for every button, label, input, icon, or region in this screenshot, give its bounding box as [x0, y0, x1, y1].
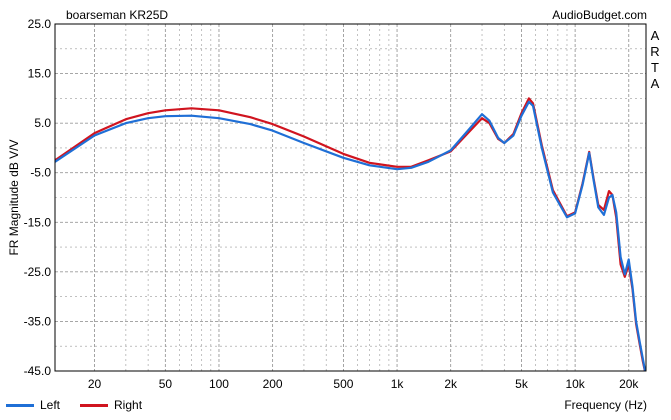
plot-frame — [54, 23, 647, 372]
y-tick-label: 15.0 — [28, 67, 52, 81]
legend: Left Right — [6, 398, 142, 412]
x-axis-label: Frequency (Hz) — [564, 398, 647, 412]
legend-swatch-left — [6, 403, 34, 407]
series-line-right — [55, 97, 646, 371]
y-tick-label: -35.0 — [24, 314, 52, 328]
legend-swatch-right — [80, 403, 109, 407]
legend-label-left: Left — [40, 398, 61, 412]
x-tick-label: 5k — [515, 377, 529, 391]
x-tick-label: 20k — [619, 377, 639, 391]
y-tick-label: -45.0 — [24, 364, 52, 378]
side-letter: T — [651, 60, 659, 75]
x-tick-label: 500 — [333, 377, 353, 391]
site-label: AudioBudget.com — [552, 8, 647, 22]
y-tick-label: 25.0 — [28, 17, 52, 31]
x-tick-label: 2k — [444, 377, 458, 391]
side-letter: A — [650, 76, 660, 91]
series-line-left — [55, 100, 646, 371]
legend-item-right: Right — [80, 398, 142, 412]
y-axis-label: FR Magnitude dB V/V — [7, 139, 21, 255]
arta-side-label: A R T A — [649, 28, 661, 92]
x-tick-label: 100 — [209, 377, 229, 391]
y-tick-label: 5.0 — [34, 116, 51, 130]
x-tick-label: 20 — [88, 377, 102, 391]
x-tick-label: 1k — [391, 377, 405, 391]
side-letter: A — [650, 28, 660, 43]
y-tick-label: -15.0 — [24, 215, 52, 229]
x-tick-label: 10k — [565, 377, 585, 391]
x-tick-label: 200 — [263, 377, 283, 391]
legend-item-left: Left — [6, 398, 60, 412]
side-letter: R — [650, 44, 660, 59]
chart-title: boarseman KR25D — [66, 8, 169, 22]
legend-label-right: Right — [114, 398, 143, 412]
y-tick-label: -25.0 — [24, 265, 52, 279]
y-tick-label: -5.0 — [30, 166, 51, 180]
x-tick-label: 50 — [159, 377, 173, 391]
